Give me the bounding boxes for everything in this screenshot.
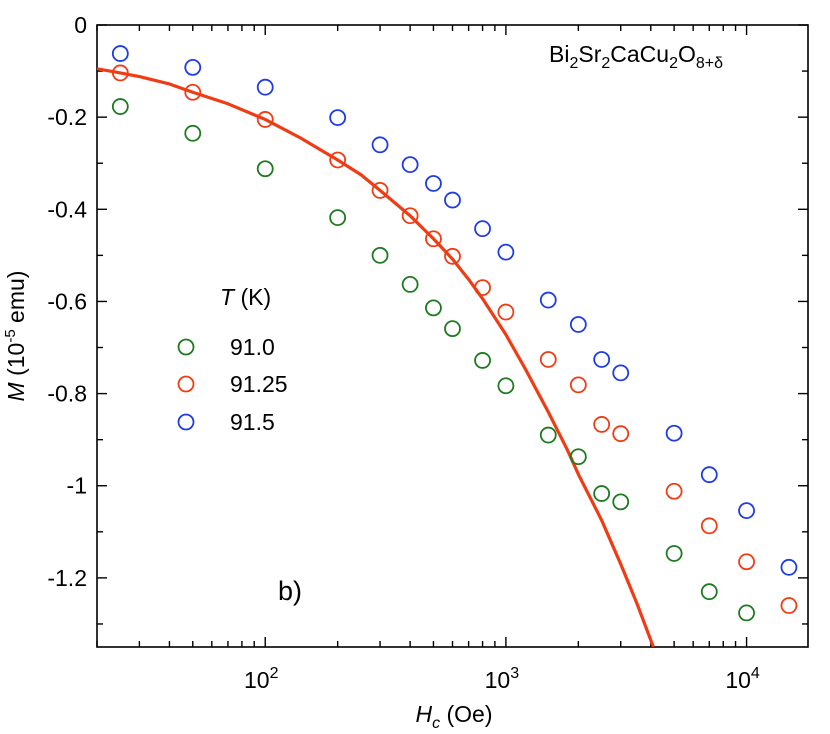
x-tick-labels: 102 103 104 — [244, 665, 760, 693]
data-point-91-0 — [539, 426, 557, 444]
data-point-91-5 — [444, 191, 461, 209]
data-point-91-25 — [593, 416, 611, 433]
data-point-91-25 — [371, 182, 389, 199]
legend-marker-91-5 — [177, 413, 195, 431]
data-point-91-25 — [539, 351, 557, 368]
y-tick-label: -0.8 — [47, 381, 87, 407]
legend-label-91-5: 91.5 — [230, 409, 275, 435]
data-point-91-25 — [700, 517, 718, 535]
data-point-91-25 — [665, 482, 683, 500]
data-point-91-25 — [780, 597, 798, 614]
legend-label-91-0: 91.0 — [230, 334, 275, 360]
data-point-91-25 — [425, 230, 442, 248]
data-point-91-5 — [184, 58, 202, 76]
data-point-91-0 — [401, 275, 419, 293]
data-point-91-5 — [738, 502, 755, 520]
y-tick-label: -0.2 — [47, 104, 87, 130]
data-point-91-0 — [371, 246, 389, 264]
y-tick-label: -0.6 — [47, 288, 87, 314]
data-point-91-0 — [329, 209, 347, 226]
fit-curve — [97, 67, 655, 647]
data-point-91-0 — [700, 583, 718, 601]
data-point-91-5 — [593, 351, 611, 368]
data-point-91-0 — [665, 545, 683, 562]
data-point-91-0 — [425, 299, 442, 317]
data-point-91-5 — [111, 45, 129, 62]
data-point-91-25 — [111, 64, 129, 82]
y-tick-label: 0 — [74, 12, 87, 38]
compound-label: Bi2Sr2CaCu2O8+δ — [549, 41, 723, 72]
data-point-91-5 — [256, 78, 274, 96]
data-point-91-0 — [738, 604, 755, 622]
data-point-91-0 — [444, 320, 461, 338]
x-tick-label: 102 — [244, 665, 279, 693]
data-point-91-25 — [612, 425, 630, 443]
data-point-91-0 — [612, 493, 630, 511]
data-point-91-5 — [497, 243, 515, 261]
y-tick-label: -0.4 — [47, 196, 87, 222]
legend-marker-91-0 — [177, 338, 195, 356]
data-point-91-5 — [539, 291, 557, 309]
y-tick-label: -1 — [67, 473, 87, 499]
data-point-91-5 — [665, 424, 683, 442]
panel-label: b) — [278, 576, 302, 606]
axis-ticks — [96, 24, 808, 647]
legend-marker-91-25 — [177, 375, 195, 393]
x-tick-label: 103 — [485, 665, 520, 693]
data-point-91-5 — [569, 316, 587, 333]
y-tick-label: -1.2 — [47, 565, 87, 591]
data-point-91-25 — [329, 151, 347, 169]
data-point-91-25 — [401, 207, 419, 225]
plot-area — [97, 45, 798, 647]
data-point-91-0 — [569, 448, 587, 466]
data-point-91-5 — [780, 558, 798, 576]
data-point-91-5 — [401, 156, 419, 174]
data-point-91-0 — [593, 485, 611, 502]
data-point-91-25 — [184, 83, 202, 101]
data-point-91-0 — [111, 98, 129, 115]
x-tick-label: 104 — [725, 665, 760, 693]
y-tick-labels: 0 -0.2 -0.4 -0.6 -0.8 -1 -1.2 — [47, 12, 87, 591]
data-point-91-25 — [738, 553, 755, 571]
legend-label-91-25: 91.25 — [230, 371, 288, 397]
legend: T (K) 91.0 91.25 91.5 — [177, 284, 288, 435]
data-point-91-0 — [497, 377, 515, 395]
data-points — [111, 45, 798, 622]
data-point-91-0 — [184, 124, 202, 142]
y-axis-title: M (10-5 emu) — [2, 271, 29, 402]
data-point-91-25 — [444, 247, 461, 265]
data-point-91-5 — [329, 109, 347, 127]
data-point-91-5 — [474, 220, 491, 238]
data-point-91-25 — [497, 303, 515, 321]
legend-title: T (K) — [220, 284, 271, 310]
x-axis-title: Hc (Oe) — [415, 701, 492, 732]
data-point-91-0 — [474, 352, 491, 369]
data-point-91-25 — [569, 376, 587, 394]
data-point-91-25 — [256, 111, 274, 128]
data-point-91-5 — [700, 466, 718, 484]
data-point-91-5 — [371, 136, 389, 154]
data-point-91-0 — [256, 160, 274, 178]
data-point-91-25 — [474, 279, 491, 297]
data-point-91-5 — [612, 364, 630, 382]
data-point-91-5 — [425, 175, 442, 192]
